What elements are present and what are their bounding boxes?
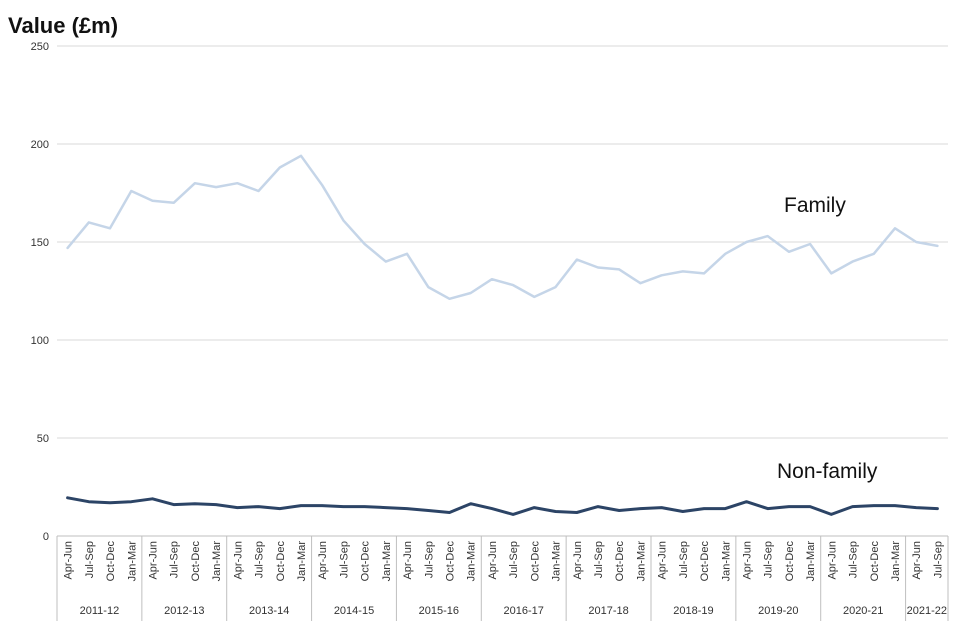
x-tick-label: Oct-Dec xyxy=(275,541,287,582)
x-tick-label: Jul-Sep xyxy=(254,541,266,578)
x-tick-label: Jan-Mar xyxy=(551,541,563,582)
x-tick-label: Apr-Jun xyxy=(826,541,838,580)
x-tick-label: Oct-Dec xyxy=(699,541,711,582)
x-tick-label: Jan-Mar xyxy=(635,541,647,582)
x-tick-label: Oct-Dec xyxy=(105,541,117,582)
x-tick-label: Jul-Sep xyxy=(84,541,96,578)
x-tick-label: Apr-Jun xyxy=(147,541,159,580)
x-tick-label: Apr-Jun xyxy=(402,541,414,580)
year-group-label: 2020-21 xyxy=(843,605,883,617)
x-tick-label: Jan-Mar xyxy=(466,541,478,582)
x-tick-label: Apr-Jun xyxy=(487,541,499,580)
x-tick-label: Jan-Mar xyxy=(126,541,138,582)
y-tick-label: 50 xyxy=(37,433,49,445)
x-tick-label: Apr-Jun xyxy=(741,541,753,580)
x-tick-label: Oct-Dec xyxy=(614,541,626,582)
x-tick-label: Apr-Jun xyxy=(63,541,75,580)
y-tick-label: 250 xyxy=(31,41,49,53)
x-tick-label: Jul-Sep xyxy=(932,541,944,578)
x-tick-label: Apr-Jun xyxy=(317,541,329,580)
x-tick-label: Jul-Sep xyxy=(593,541,605,578)
x-tick-label: Apr-Jun xyxy=(572,541,584,580)
year-group-label: 2013-14 xyxy=(249,605,289,617)
y-tick-label: 0 xyxy=(43,531,49,543)
x-tick-label: Oct-Dec xyxy=(869,541,881,582)
x-tick-label: Jul-Sep xyxy=(508,541,520,578)
x-tick-label: Oct-Dec xyxy=(360,541,372,582)
series-label-family: Family xyxy=(784,194,846,217)
x-tick-label: Jul-Sep xyxy=(763,541,775,578)
x-tick-label: Jul-Sep xyxy=(848,541,860,578)
x-tick-label: Jan-Mar xyxy=(890,541,902,582)
series-line-family xyxy=(66,154,939,301)
year-group-label: 2021-22 xyxy=(907,605,947,617)
year-group-label: 2015-16 xyxy=(419,605,459,617)
x-tick-label: Jul-Sep xyxy=(678,541,690,578)
y-axis-title: Value (£m) xyxy=(8,13,118,38)
year-group-label: 2016-17 xyxy=(504,605,544,617)
year-group-label: 2018-19 xyxy=(673,605,713,617)
x-tick-label: Oct-Dec xyxy=(529,541,541,582)
x-tick-label: Apr-Jun xyxy=(232,541,244,580)
x-tick-label: Jul-Sep xyxy=(338,541,350,578)
series-label-non-family: Non-family xyxy=(777,460,878,483)
x-tick-label: Jan-Mar xyxy=(720,541,732,582)
x-tick-label: Jan-Mar xyxy=(381,541,393,582)
x-tick-label: Jul-Sep xyxy=(423,541,435,578)
x-tick-label: Oct-Dec xyxy=(190,541,202,582)
y-tick-label: 150 xyxy=(31,237,49,249)
year-group-label: 2011-12 xyxy=(80,605,120,617)
year-group-label: 2019-20 xyxy=(758,605,798,617)
x-tick-label: Jan-Mar xyxy=(296,541,308,582)
year-group-label: 2012-13 xyxy=(164,605,204,617)
x-tick-label: Jul-Sep xyxy=(169,541,181,578)
x-tick-label: Jan-Mar xyxy=(805,541,817,582)
series-line-non-family xyxy=(66,496,939,516)
y-tick-label: 100 xyxy=(31,335,49,347)
x-tick-label: Oct-Dec xyxy=(784,541,796,582)
x-tick-label: Jan-Mar xyxy=(211,541,223,582)
year-group-label: 2017-18 xyxy=(588,605,628,617)
x-tick-label: Oct-Dec xyxy=(444,541,456,582)
x-tick-label: Apr-Jun xyxy=(911,541,923,580)
year-group-label: 2014-15 xyxy=(334,605,374,617)
x-tick-label: Apr-Jun xyxy=(657,541,669,580)
y-tick-label: 200 xyxy=(31,139,49,151)
